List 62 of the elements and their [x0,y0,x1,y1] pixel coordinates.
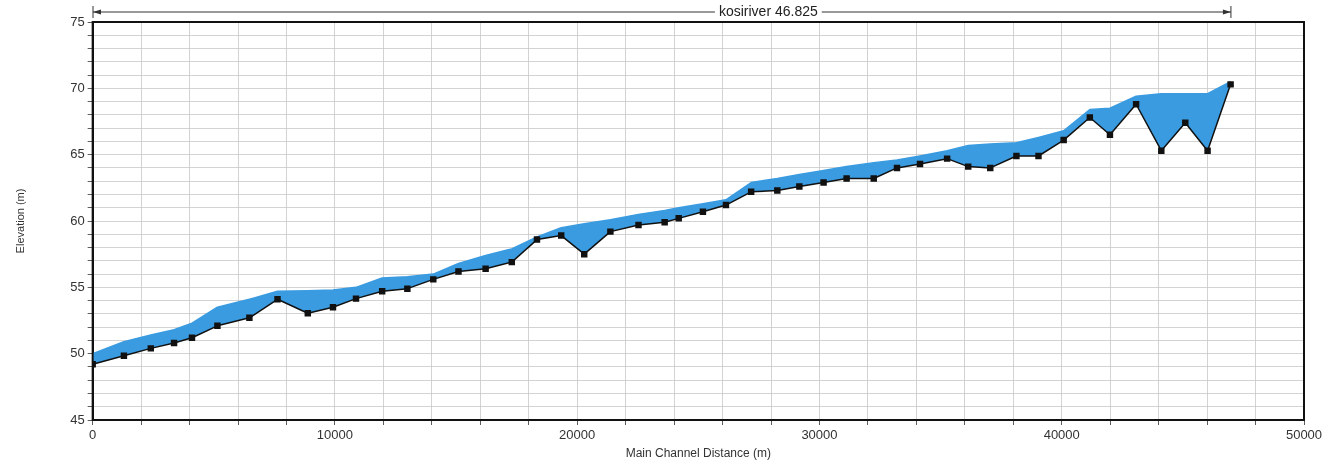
point [916,160,924,168]
point [796,183,803,190]
point [635,221,642,229]
point [508,258,516,266]
point [675,215,682,222]
x-tick-label: 40000 [1043,427,1080,443]
point [1086,114,1094,121]
point [1035,152,1042,160]
point [699,208,707,215]
point [1204,147,1211,154]
x-tick-label: 10000 [316,427,354,443]
x-tick-label: 20000 [559,427,596,443]
point [1013,152,1020,160]
x-tick-label: 0 [89,427,97,443]
point [147,345,155,352]
point [557,232,565,239]
point [352,295,360,302]
point [820,179,827,186]
point [482,265,489,272]
point [843,175,850,182]
point [455,268,462,275]
point [533,236,541,243]
x-tick-label: 50000 [1285,427,1323,443]
point [404,285,411,292]
y-tick-label: 55 [70,278,85,294]
point [329,304,337,311]
y-tick-label: 60 [70,212,85,228]
point [747,188,755,196]
y-tick-label: 75 [70,13,85,29]
y-tick-label: 50 [70,345,85,361]
point [214,322,221,330]
point [1158,147,1165,154]
point [893,164,901,172]
x-axis-title: Main Channel Distance (m) [625,446,772,461]
point [964,163,972,170]
point [607,228,614,235]
point [1182,119,1189,127]
point [1227,81,1234,88]
point [120,352,128,359]
y-tick-label: 65 [70,146,85,162]
point [870,175,877,182]
point [170,339,178,347]
point [246,314,253,322]
y-axis-title: Elevation (m) [13,188,26,254]
point [378,288,386,295]
point [304,309,312,317]
text: kosiriver 46.825 [718,2,818,19]
point [1106,131,1114,138]
point [722,201,730,209]
point [430,276,437,283]
point [581,250,588,258]
point [274,296,281,303]
point [987,164,994,172]
y-tick-label: 45 [70,411,85,427]
point [774,187,781,194]
point [1060,136,1067,144]
y-tick-label: 70 [70,79,85,95]
point [188,334,196,341]
point [943,155,951,162]
x-tick-label: 30000 [801,427,838,443]
point [1132,101,1140,108]
point [661,219,668,226]
